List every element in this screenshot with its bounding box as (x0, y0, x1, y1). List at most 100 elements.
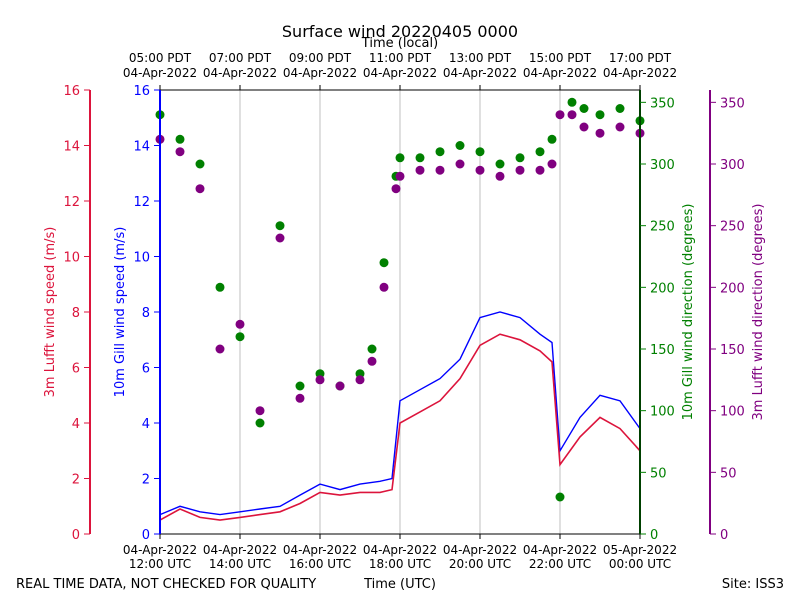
gill-speed-tick-label-0: 0 (142, 528, 150, 543)
gill-direction-point-24 (567, 97, 577, 107)
chart-title: Surface wind 20220405 0000 (282, 22, 518, 41)
lufft-direction-axis-label: 3m Lufft wind direction (degrees) (751, 204, 766, 421)
top-tick-date-0: 04-Apr-2022 (123, 66, 197, 80)
lufft-direction-point-15 (415, 165, 425, 175)
bottom-tick-date-6: 05-Apr-2022 (603, 543, 677, 557)
bottom-tick-date-5: 04-Apr-2022 (523, 543, 597, 557)
lufft-speed-tick-label-8: 16 (63, 84, 80, 99)
lufft-direction-tick-label-6: 300 (720, 158, 745, 173)
gill-direction-tick-label-3: 150 (650, 343, 675, 358)
gill-direction-point-27 (615, 104, 625, 113)
gill-direction-point-11 (367, 344, 377, 354)
lufft-direction-tick-label-1: 50 (720, 466, 737, 481)
lufft-direction-tick-label-7: 350 (720, 96, 745, 111)
lufft-direction-point-6 (275, 233, 285, 243)
top-tick-date-4: 04-Apr-2022 (443, 66, 517, 80)
lufft-direction-point-19 (495, 171, 505, 181)
lufft-direction-point-4 (235, 319, 245, 329)
lufft-direction-point-18 (475, 165, 485, 175)
gill-direction-tick-label-0: 0 (650, 528, 658, 543)
gill-direction-tick-label-7: 350 (650, 96, 675, 111)
gill-direction-ticks: 0 50 100 150 200 250 300 350 (640, 96, 675, 543)
lufft-direction-ticks: 0 50 100 150 200 250 300 350 (710, 96, 745, 543)
bottom-tick-time-0: 12:00 UTC (129, 557, 191, 571)
gill-direction-point-7 (295, 381, 305, 391)
lufft-direction-point-26 (595, 128, 605, 138)
lufft-speed-axis-label: 3m Lufft wind speed (m/s) (43, 227, 58, 398)
gill-speed-tick-label-3: 6 (142, 362, 150, 377)
bottom-axis-label: Time (UTC) (363, 577, 436, 592)
gill-direction-tick-label-5: 250 (650, 220, 675, 235)
gill-direction-point-20 (515, 153, 525, 163)
top-tick-date-3: 04-Apr-2022 (363, 66, 437, 80)
gill-direction-point-17 (455, 141, 465, 150)
top-tick-date-5: 04-Apr-2022 (523, 66, 597, 80)
lufft-direction-point-23 (555, 110, 565, 120)
lufft-direction-point-1 (175, 147, 185, 157)
top-tick-time-4: 13:00 PDT (449, 51, 512, 65)
bottom-tick-time-2: 16:00 UTC (289, 557, 351, 571)
lufft-direction-point-24 (567, 110, 577, 120)
lufft-direction-tick-label-4: 200 (720, 281, 745, 296)
lufft-speed-tick-label-5: 10 (63, 251, 80, 266)
top-axis-label: Time (local) (361, 36, 438, 51)
gill-direction-point-2 (195, 159, 205, 169)
lufft-speed-tick-label-0: 0 (72, 528, 80, 543)
lufft-direction-point-12 (379, 282, 389, 292)
gill-direction-tick-label-4: 200 (650, 281, 675, 296)
lufft-direction-tick-label-3: 150 (720, 343, 745, 358)
lufft-direction-point-11 (367, 356, 377, 366)
lufft-direction-point-17 (455, 159, 465, 169)
gill-speed-tick-label-5: 10 (133, 251, 150, 266)
gill-speed-tick-label-6: 12 (133, 195, 150, 210)
site-label: Site: ISS3 (722, 577, 784, 592)
gill-direction-point-14 (395, 153, 405, 163)
lufft-speed-tick-label-4: 8 (72, 306, 80, 321)
gill-direction-point-19 (495, 159, 505, 169)
gill-direction-point-18 (475, 147, 485, 157)
bottom-tick-date-1: 04-Apr-2022 (203, 543, 277, 557)
gill-direction-point-5 (255, 418, 265, 428)
gill-speed-ticks: 0 2 4 6 8 10 12 14 16 (133, 84, 160, 543)
lufft-direction-point-7 (295, 393, 305, 403)
lufft-direction-point-14 (395, 171, 405, 181)
top-tick-date-1: 04-Apr-2022 (203, 66, 277, 80)
gill-speed-tick-label-1: 2 (142, 473, 150, 488)
lufft-direction-point-5 (255, 406, 265, 416)
grid-lines (239, 90, 561, 534)
lufft-speed-ticks: 0 2 4 6 8 10 12 14 16 (63, 84, 90, 543)
gill-speed-line (159, 311, 641, 516)
bottom-tick-date-0: 04-Apr-2022 (123, 543, 197, 557)
bottom-tick-time-5: 22:00 UTC (529, 557, 591, 571)
gill-speed-tick-label-2: 4 (142, 417, 150, 432)
gill-direction-point-16 (435, 147, 445, 157)
lufft-direction-point-2 (195, 184, 205, 194)
bottom-tick-date-4: 04-Apr-2022 (443, 543, 517, 557)
gill-direction-point-23 (555, 492, 565, 502)
lufft-direction-point-10 (355, 375, 365, 385)
bottom-tick-time-6: 00:00 UTC (609, 557, 671, 571)
bottom-tick-time-1: 14:00 UTC (209, 557, 271, 571)
lufft-direction-point-16 (435, 165, 445, 175)
gill-direction-point-6 (275, 221, 285, 231)
gill-direction-point-21 (535, 147, 545, 157)
lufft-direction-point-3 (215, 344, 225, 354)
gill-speed-tick-label-8: 16 (133, 84, 150, 99)
top-tick-time-1: 07:00 PDT (209, 51, 272, 65)
lufft-speed-tick-label-2: 4 (72, 417, 80, 432)
lufft-direction-point-25 (579, 122, 589, 132)
gill-direction-point-26 (595, 110, 605, 120)
lufft-speed-tick-label-3: 6 (72, 362, 80, 377)
lufft-speed-tick-label-1: 2 (72, 473, 80, 488)
gill-direction-point-3 (215, 282, 225, 292)
gill-direction-tick-label-2: 100 (650, 405, 675, 420)
gill-direction-point-1 (175, 134, 185, 144)
lufft-speed-line (159, 333, 641, 521)
top-tick-time-6: 17:00 PDT (609, 51, 672, 65)
lufft-speed-tick-label-7: 14 (63, 140, 80, 155)
gill-direction-point-4 (235, 332, 245, 342)
lufft-direction-point-21 (535, 165, 545, 175)
